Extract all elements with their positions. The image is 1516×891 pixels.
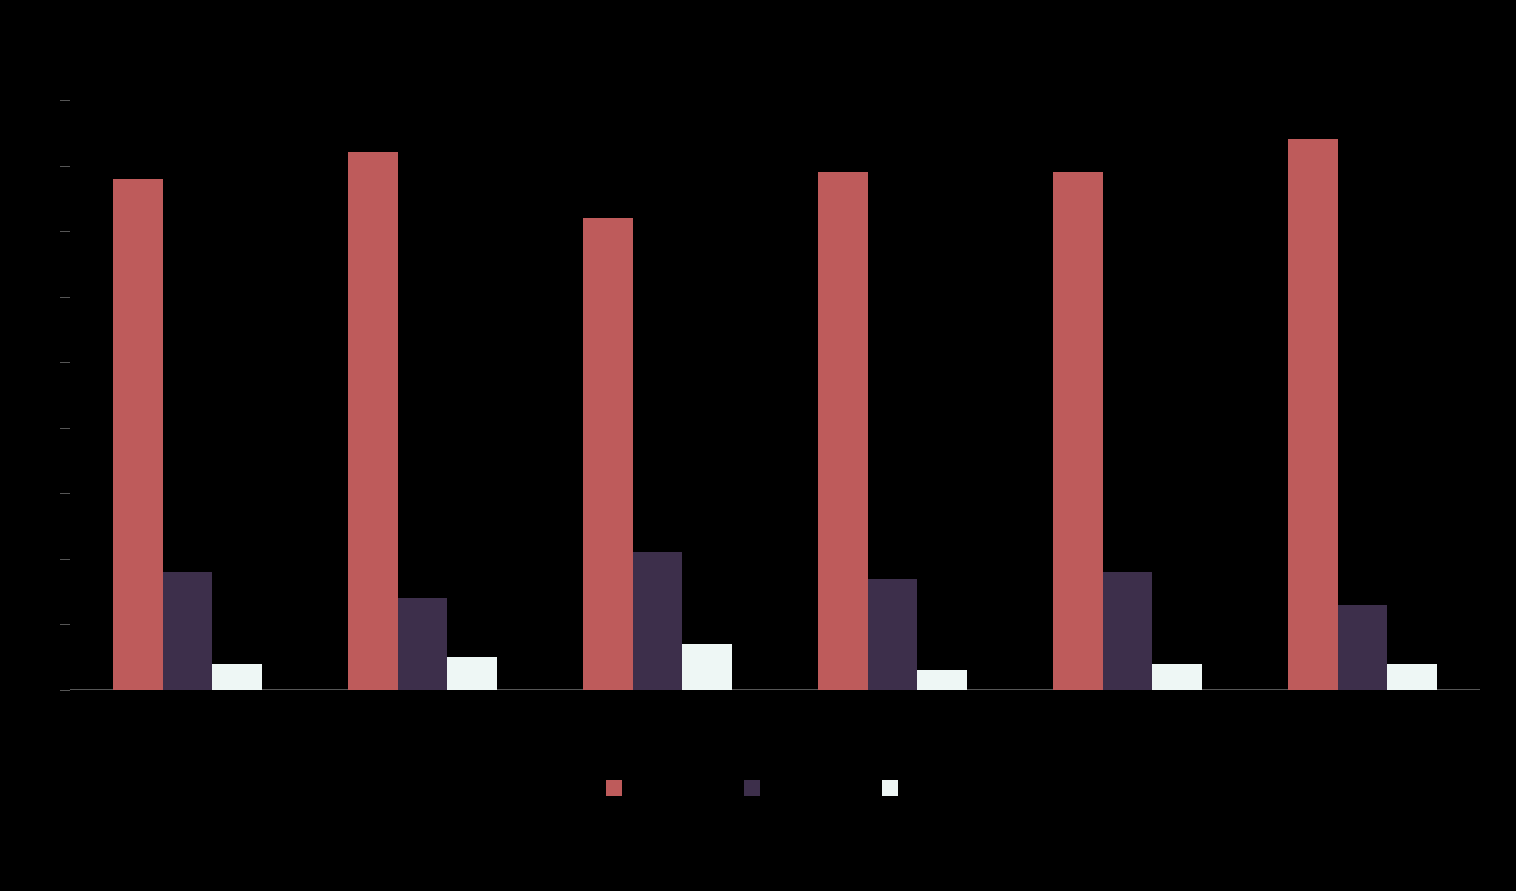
y-tick <box>60 166 70 167</box>
chart-container <box>0 0 1516 891</box>
bar <box>163 572 212 690</box>
bar <box>1338 605 1387 690</box>
bar <box>398 598 447 690</box>
bar <box>1103 572 1152 690</box>
bar <box>583 218 632 690</box>
y-tick <box>60 493 70 494</box>
legend-swatch <box>606 780 622 796</box>
bar-group <box>70 100 305 690</box>
bar-group <box>540 100 775 690</box>
plot-area <box>70 100 1480 690</box>
bar <box>818 172 867 690</box>
bar <box>1387 664 1436 690</box>
y-tick <box>60 297 70 298</box>
y-tick <box>60 362 70 363</box>
bar <box>348 152 397 690</box>
legend-swatch <box>882 780 898 796</box>
bar <box>1053 172 1102 690</box>
bar-group <box>305 100 540 690</box>
y-tick <box>60 690 70 691</box>
bar <box>113 179 162 690</box>
bar <box>1152 664 1201 690</box>
bar <box>447 657 496 690</box>
y-tick <box>60 428 70 429</box>
y-tick <box>60 624 70 625</box>
bar <box>633 552 682 690</box>
y-tick <box>60 559 70 560</box>
legend <box>0 780 1516 796</box>
bar-group <box>1245 100 1480 690</box>
legend-item <box>744 780 772 796</box>
legend-item <box>606 780 634 796</box>
y-tick <box>60 100 70 101</box>
legend-swatch <box>744 780 760 796</box>
legend-item <box>882 780 910 796</box>
bar <box>682 644 731 690</box>
bar <box>1288 139 1337 690</box>
bar-group <box>775 100 1010 690</box>
y-tick <box>60 231 70 232</box>
bar <box>868 579 917 690</box>
bar-group <box>1010 100 1245 690</box>
bar <box>212 664 261 690</box>
bar <box>917 670 966 690</box>
